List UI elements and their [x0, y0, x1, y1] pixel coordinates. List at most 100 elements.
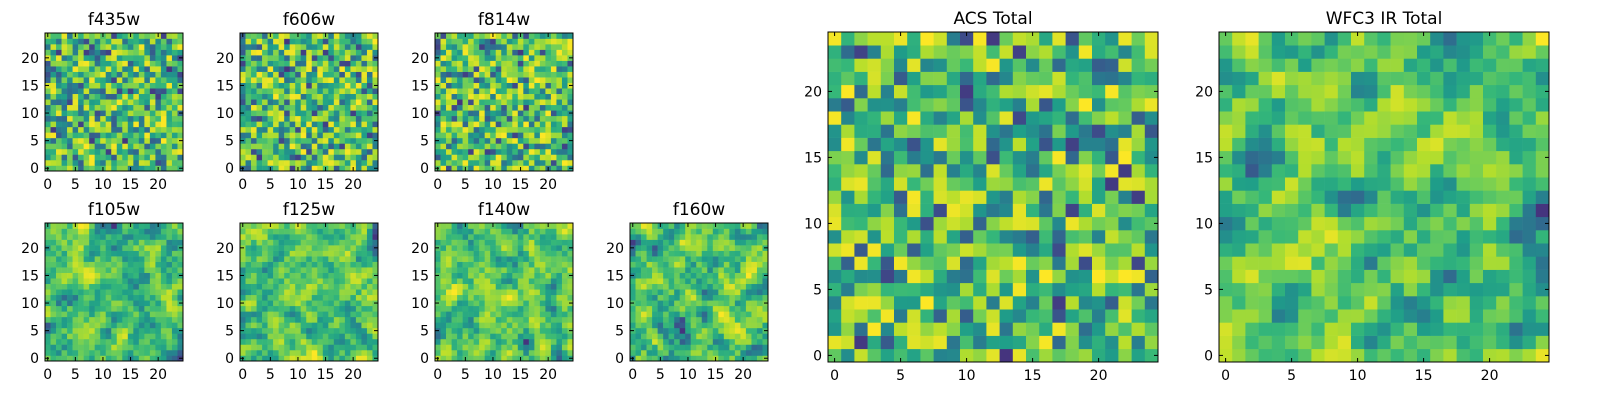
heatmap-cell: [56, 300, 62, 307]
heatmap-cell: [317, 33, 324, 39]
heatmap-cell: [160, 132, 167, 139]
heatmap-cell: [734, 289, 741, 296]
heatmap-cell: [523, 228, 530, 235]
heatmap-cell: [355, 245, 362, 251]
heatmap-cell: [311, 143, 318, 150]
heatmap-cell: [479, 93, 485, 100]
heatmap-cell: [61, 261, 68, 268]
heatmap-cell: [523, 159, 530, 166]
heatmap-cell: [550, 82, 557, 89]
heatmap-cell: [641, 300, 647, 307]
heatmap-cell: [56, 82, 62, 89]
heatmap-cell: [240, 115, 246, 122]
heatmap-cell: [284, 33, 290, 39]
heatmap-cell: [311, 267, 318, 273]
heatmap-cell: [635, 278, 642, 285]
heatmap-cell: [567, 60, 574, 67]
heatmap-cell: [344, 44, 351, 50]
heatmap-cell: [45, 159, 51, 166]
heatmap-cell: [273, 77, 279, 83]
heatmap-cell: [762, 316, 769, 323]
heatmap-cell: [111, 316, 118, 323]
heatmap-cell: [440, 93, 447, 100]
heatmap-cell: [841, 203, 855, 218]
heatmap-cell: [144, 267, 151, 273]
heatmap-cell: [561, 55, 568, 61]
heatmap-cell: [973, 296, 987, 310]
heatmap-cell: [630, 234, 636, 240]
heatmap-cell: [446, 121, 452, 128]
heatmap-cell: [517, 126, 524, 133]
heatmap-cell: [344, 104, 351, 111]
heatmap-cell: [550, 261, 557, 268]
heatmap-cell: [457, 60, 463, 67]
heatmap-cell: [273, 278, 279, 285]
heatmap-cell: [100, 338, 107, 345]
heatmap-cell: [155, 55, 162, 61]
heatmap-cell: [484, 38, 491, 45]
heatmap-cell: [630, 322, 636, 329]
heatmap-cell: [372, 234, 379, 240]
heatmap-cell: [495, 349, 502, 356]
heatmap-cell: [506, 223, 513, 229]
heatmap-cell: [457, 272, 463, 279]
heatmap-cell: [45, 126, 51, 133]
heatmap-cell: [171, 44, 178, 50]
heatmap-cell: [707, 223, 714, 229]
heatmap-cell: [907, 335, 921, 350]
heatmap-cell: [94, 250, 101, 257]
heatmap-cell: [550, 239, 557, 246]
heatmap-cell: [160, 159, 167, 166]
heatmap-cell: [50, 137, 57, 144]
heatmap-cell: [729, 245, 736, 251]
heatmap-cell: [946, 282, 961, 297]
heatmap-cell: [127, 143, 134, 150]
heatmap-cell: [306, 66, 313, 72]
heatmap-cell: [707, 267, 714, 273]
heatmap-cell: [828, 335, 842, 350]
heatmap-cell: [468, 327, 474, 334]
heatmap-cell: [262, 327, 268, 334]
heatmap-cell: [333, 349, 340, 356]
heatmap-cell: [149, 71, 156, 78]
heatmap-cell: [262, 311, 268, 318]
heatmap-cell: [278, 44, 285, 50]
heatmap-cell: [894, 296, 908, 310]
heatmap-cell: [328, 338, 335, 345]
heatmap-cell: [133, 311, 140, 318]
heatmap-cell: [635, 316, 642, 323]
heatmap-cell: [657, 349, 664, 356]
heatmap-cell: [311, 234, 318, 240]
heatmap-cell: [372, 338, 379, 345]
heatmap-cell: [473, 77, 480, 83]
heatmap-cell: [484, 333, 491, 340]
heatmap-cell: [366, 115, 373, 122]
heatmap-cell: [451, 283, 458, 290]
heatmap-cell: [567, 228, 574, 235]
heatmap-cell: [946, 269, 961, 284]
heatmap-cell: [50, 121, 57, 128]
heatmap-cell: [166, 148, 173, 155]
heatmap-cell: [61, 223, 68, 229]
heatmap-cell: [366, 110, 373, 117]
heatmap-cell: [635, 327, 642, 334]
heatmap-cell: [306, 110, 313, 117]
heatmap-cell: [435, 316, 441, 323]
heatmap-cell: [517, 228, 524, 235]
heatmap-cell: [160, 99, 167, 106]
heatmap-cell: [556, 82, 563, 89]
heatmap-cell: [468, 165, 474, 172]
heatmap-cell: [1039, 177, 1053, 191]
heatmap-cell: [278, 283, 285, 290]
heatmap-cell: [462, 44, 469, 50]
heatmap-cell: [78, 154, 84, 161]
heatmap-cell: [867, 282, 882, 297]
heatmap-cell: [160, 115, 167, 122]
heatmap-cell: [366, 126, 373, 133]
heatmap-cell: [171, 327, 178, 334]
heatmap-cell: [171, 245, 178, 251]
heatmap-cell: [149, 115, 156, 122]
heatmap-cell: [435, 305, 441, 312]
heatmap-cell: [295, 311, 302, 318]
heatmap-cell: [94, 239, 101, 246]
